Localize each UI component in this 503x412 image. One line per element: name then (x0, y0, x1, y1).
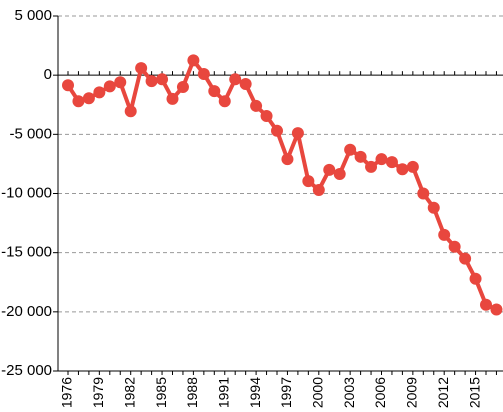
data-point (417, 187, 430, 200)
x-tick-label: 2012 (435, 377, 451, 408)
data-point (438, 228, 451, 241)
data-point (344, 143, 357, 156)
y-tick-label: 5 000 (14, 7, 52, 24)
data-point (459, 252, 472, 265)
x-tick-label: 2003 (341, 377, 357, 408)
x-tick-label: 1976 (59, 377, 75, 408)
x-tick-label: 1988 (184, 377, 200, 408)
y-tick-label: -5 000 (9, 125, 52, 142)
data-point (291, 127, 304, 140)
data-point (354, 150, 367, 163)
data-point (135, 62, 148, 75)
data-point (260, 109, 273, 122)
x-tick-label: 2015 (466, 377, 482, 408)
data-point (302, 175, 315, 188)
y-tick-label: -20 000 (1, 303, 52, 320)
x-tick-label: 2000 (310, 377, 326, 408)
data-point (229, 73, 242, 86)
x-tick-label: 1979 (90, 377, 106, 408)
data-point (375, 153, 388, 166)
data-point (166, 92, 179, 105)
data-point (250, 99, 263, 112)
data-point (385, 156, 398, 169)
data-point (62, 79, 74, 92)
data-point (239, 78, 252, 91)
data-point (218, 95, 231, 108)
data-point (281, 153, 294, 166)
y-tick-label: -10 000 (1, 184, 52, 201)
data-point (197, 67, 210, 80)
data-point (323, 163, 336, 176)
data-point (333, 167, 346, 180)
data-point (406, 160, 419, 173)
data-point (72, 95, 85, 108)
x-tick-label: 2009 (404, 377, 420, 408)
data-point (82, 92, 95, 105)
data-point (103, 80, 116, 93)
x-tick-label: 1991 (215, 377, 231, 408)
data-point (448, 240, 461, 253)
data-point (145, 75, 158, 88)
y-tick-label: -25 000 (1, 362, 52, 379)
y-tick-label: -15 000 (1, 244, 52, 261)
data-point (176, 81, 189, 93)
x-tick-label: 2006 (372, 377, 388, 408)
data-point (187, 54, 200, 67)
data-point (93, 86, 106, 99)
data-point (156, 73, 169, 86)
data-point (427, 201, 440, 214)
data-point (271, 124, 283, 137)
x-tick-label: 1997 (278, 377, 294, 408)
data-point (490, 303, 503, 316)
x-tick-label: 1994 (247, 377, 263, 408)
data-point (124, 105, 137, 118)
data-point (396, 163, 409, 176)
y-tick-label: 0 (44, 66, 52, 83)
data-point (114, 76, 127, 89)
data-point (312, 183, 325, 196)
data-point (365, 160, 378, 173)
data-point (208, 85, 221, 98)
data-point (480, 298, 492, 311)
data-point (469, 272, 482, 285)
series-line (66, 58, 498, 312)
x-tick-label: 1982 (121, 377, 137, 408)
x-tick-label: 1985 (153, 377, 169, 408)
